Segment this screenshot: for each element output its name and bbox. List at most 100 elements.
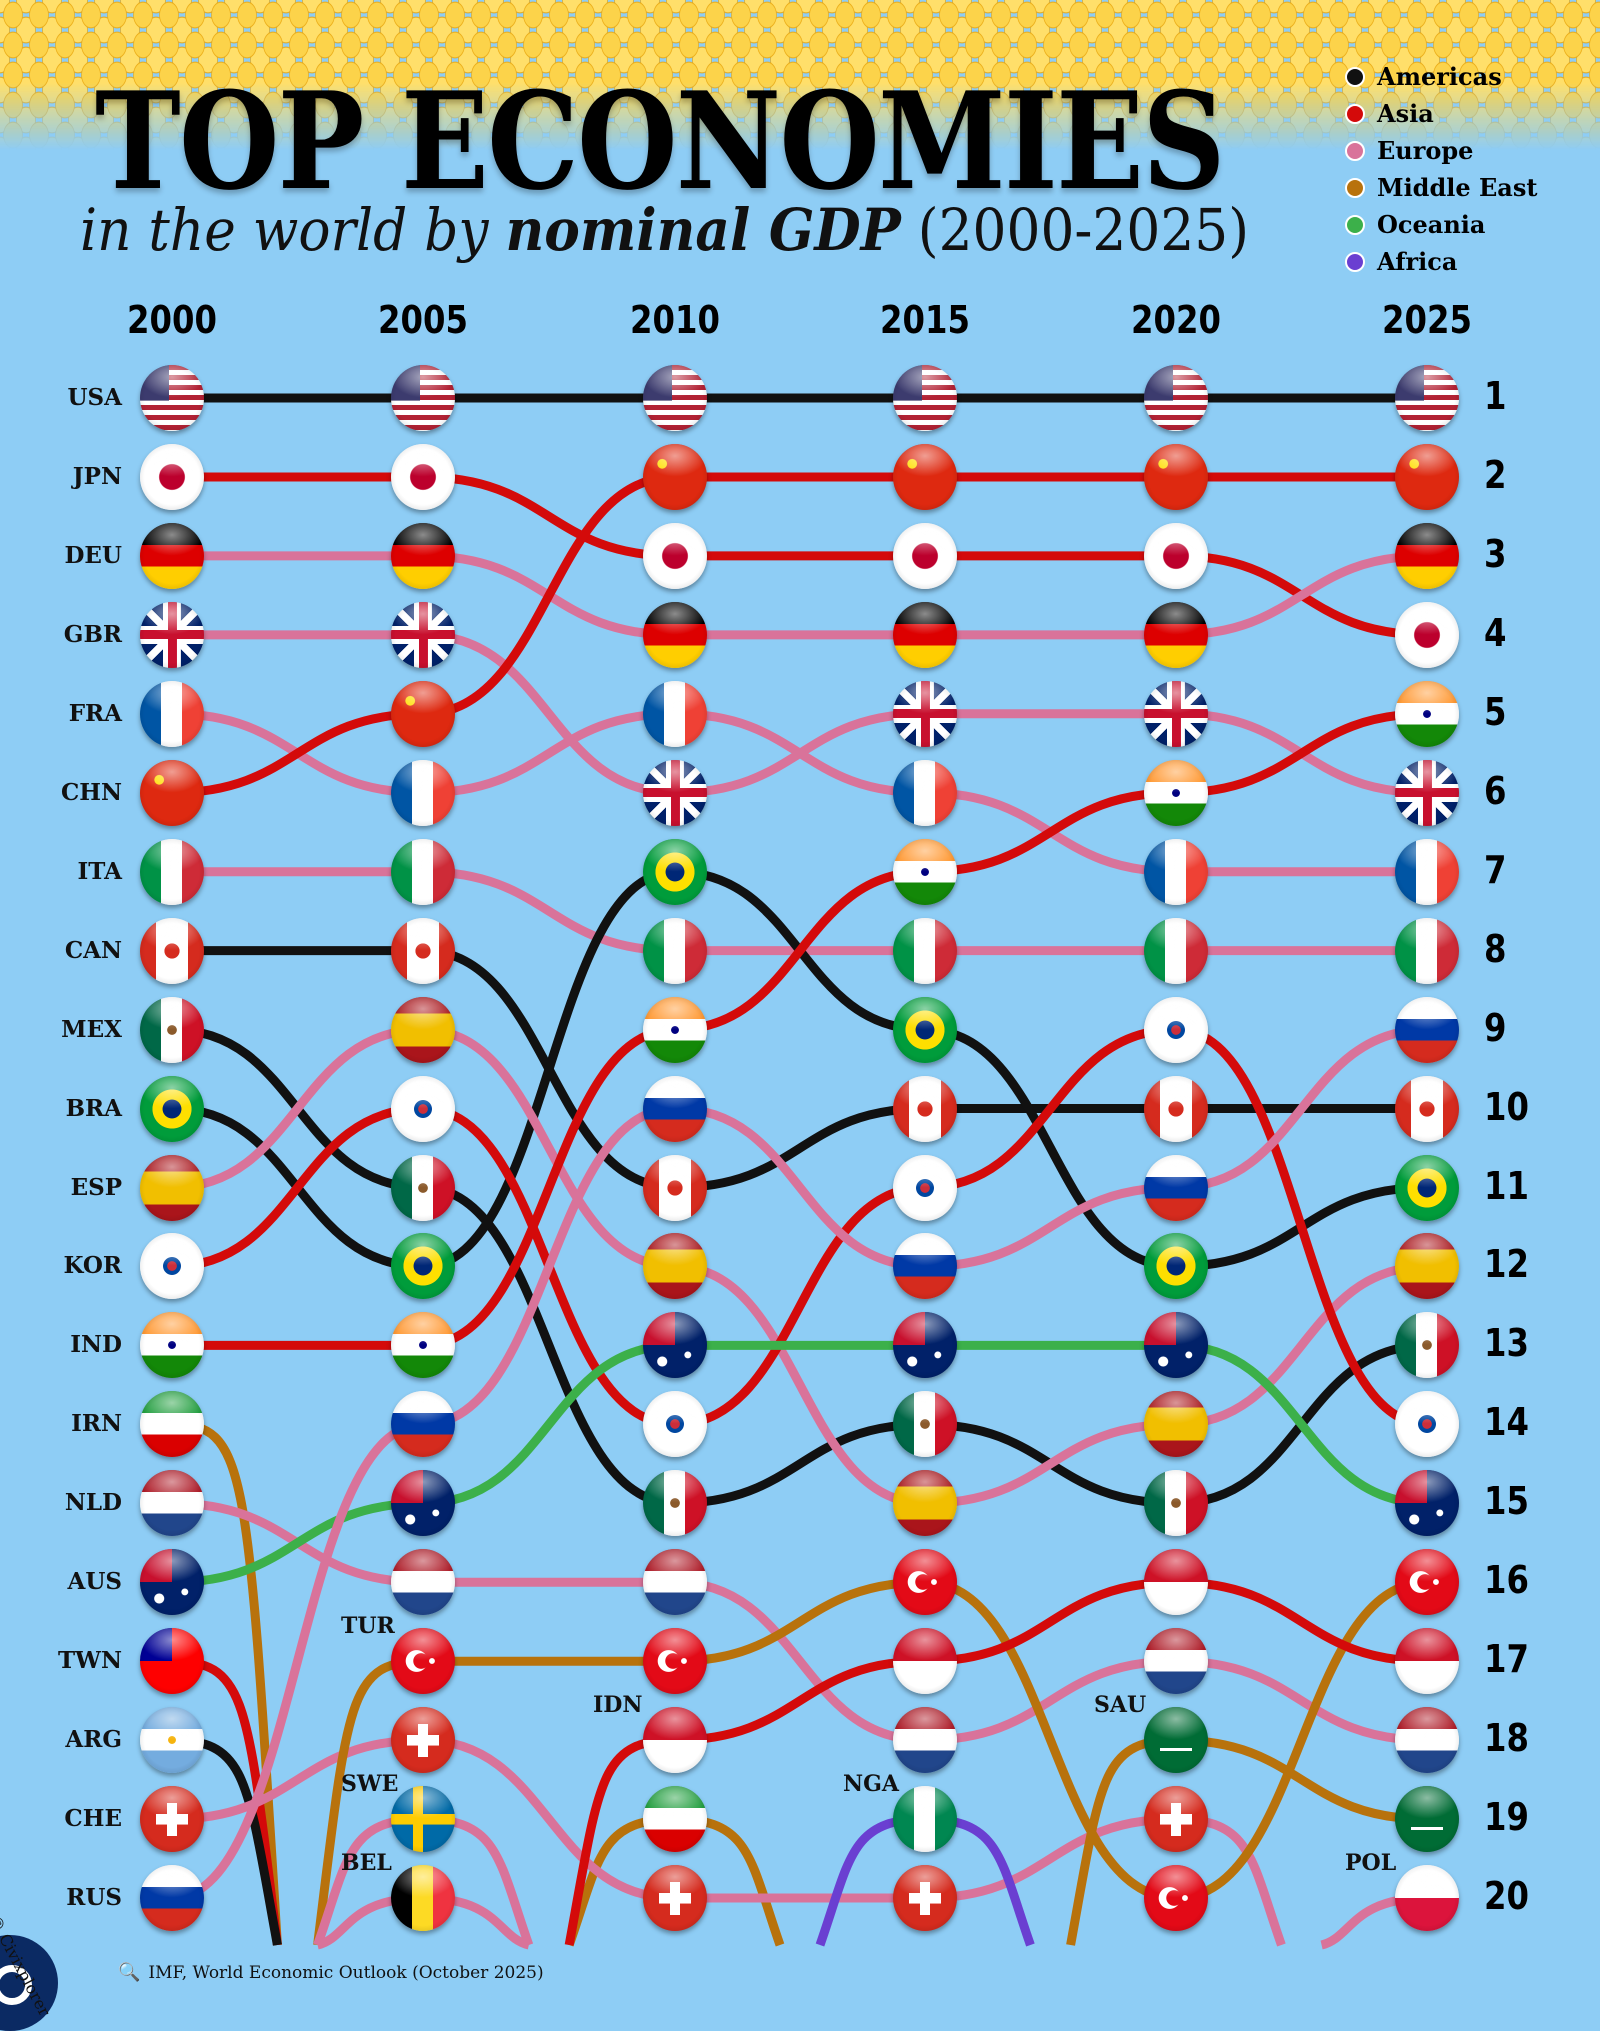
flag-bra-2010 <box>643 838 707 905</box>
country-label: MEX <box>61 1015 122 1043</box>
flag-che-2005 <box>391 1707 455 1774</box>
flag-jpn-2025 <box>1395 601 1459 668</box>
flag-can-2000 <box>140 917 204 984</box>
flag-mex-2015 <box>893 1391 957 1458</box>
flag-nld-2025 <box>1395 1707 1459 1774</box>
flag-tur-2020 <box>1144 1865 1208 1932</box>
line-kor-2020-2025 <box>1175 1025 1428 1429</box>
flag-bra-2000 <box>140 1075 204 1142</box>
flag-jpn-2000 <box>140 443 204 510</box>
flag-twn-2000 <box>140 1628 204 1695</box>
rank-label: 8 <box>1484 926 1507 971</box>
legend-dot <box>1345 103 1365 124</box>
flag-chn-2000 <box>140 759 204 826</box>
flag-kor-2015 <box>893 1154 957 1221</box>
country-label: USA <box>67 384 122 411</box>
rank-label: 15 <box>1484 1479 1529 1524</box>
flag-jpn-2010 <box>643 522 707 589</box>
line-aus-2020-2025 <box>1175 1340 1428 1508</box>
rank-label: 18 <box>1484 1716 1529 1761</box>
flag-tur-2015 <box>893 1549 957 1616</box>
rank-label: 1 <box>1484 374 1507 418</box>
legend-label: Africa <box>1377 247 1458 276</box>
country-label: GBR <box>63 620 122 648</box>
flag-che-2000 <box>140 1786 204 1853</box>
flag-rus-2015 <box>893 1233 957 1300</box>
flag-deu-2005 <box>391 522 455 589</box>
rank-label: 17 <box>1484 1637 1529 1682</box>
flag-can-2005 <box>391 917 455 984</box>
line-kor-2010-2015 <box>674 1183 926 1429</box>
flag-idn-2010 <box>643 1707 707 1774</box>
rank-label: 16 <box>1484 1558 1529 1603</box>
flag-tur-2005 <box>391 1628 455 1695</box>
country-entry-label: IDN <box>593 1692 643 1719</box>
line-rus-2020-2025 <box>1175 1025 1428 1192</box>
legend-item-europe: Europe <box>1345 132 1537 169</box>
line-mex-2005-2010 <box>422 1183 676 1508</box>
line-esp-2005-2010 <box>422 1025 676 1271</box>
flag-kor-2020 <box>1144 996 1208 1063</box>
line-ind-2005-2010 <box>422 1025 676 1350</box>
flag-nld-2020 <box>1144 1628 1208 1695</box>
line-nld-2020-2025 <box>1175 1656 1428 1745</box>
flag-idn-2015 <box>893 1628 957 1695</box>
year-label-2000: 2000 <box>127 298 217 342</box>
line-ind-2020-2025 <box>1175 709 1428 798</box>
rank-label: 19 <box>1484 1795 1529 1840</box>
flag-gbr-2010 <box>643 759 707 826</box>
flag-fra-2010 <box>643 680 707 747</box>
legend-item-americas: Americas <box>1345 58 1537 95</box>
line-rus-2010-2015 <box>674 1104 926 1271</box>
flag-can-2020 <box>1144 1075 1208 1142</box>
gold-coins-decoration <box>0 0 1600 150</box>
flag-jpn-2005 <box>391 443 455 510</box>
line-deu-2020-2025 <box>1175 551 1428 640</box>
flag-ind-2000 <box>140 1312 204 1379</box>
year-label-2020: 2020 <box>1131 298 1221 342</box>
flag-esp-2020 <box>1144 1391 1208 1458</box>
rank-label: 6 <box>1484 768 1507 813</box>
country-label: CAN <box>64 936 122 964</box>
country-entry-label: POL <box>1345 1850 1397 1877</box>
country-label: AUS <box>67 1568 122 1596</box>
magnifier-icon: 🔍 <box>118 1962 141 1983</box>
flag-sau-2020 <box>1144 1707 1208 1774</box>
country-label: NLD <box>64 1489 122 1517</box>
line-che-2005-2010 <box>422 1735 676 1903</box>
line-can-2010-2015 <box>674 1104 926 1192</box>
country-label: CHN <box>60 778 122 806</box>
flag-deu-2010 <box>643 601 707 668</box>
flag-nld-2015 <box>893 1707 957 1774</box>
line-tur-2015-2020 <box>924 1577 1177 1903</box>
country-entry-label: TUR <box>341 1613 395 1640</box>
flag-arg-2000 <box>140 1707 204 1774</box>
flag-nld-2000 <box>140 1470 204 1537</box>
line-rus-2015-2020 <box>924 1183 1177 1271</box>
country-label: FRA <box>68 699 122 727</box>
source-text: IMF, World Economic Outlook (October 202… <box>148 1962 544 1983</box>
flag-esp-2010 <box>643 1233 707 1300</box>
year-label-2015: 2015 <box>880 298 970 342</box>
flag-mex-2020 <box>1144 1470 1208 1537</box>
flag-ita-2000 <box>140 838 204 905</box>
flag-rus-2010 <box>643 1075 707 1142</box>
country-label: KOR <box>63 1252 122 1280</box>
flag-rus-2000 <box>140 1865 204 1932</box>
country-label: IRN <box>71 1410 122 1438</box>
rank-label: 10 <box>1484 1084 1529 1129</box>
flag-kor-2000 <box>140 1233 204 1300</box>
flag-gbr-2025 <box>1395 759 1459 826</box>
flag-aus-2025 <box>1395 1470 1459 1537</box>
page-subtitle: in the world by nominal GDP (2000-2025) <box>80 196 1249 264</box>
flag-usa-2025 <box>1395 365 1459 431</box>
flag-ind-2005 <box>391 1312 455 1379</box>
country-entry-label: SAU <box>1094 1692 1147 1719</box>
flag-rus-2020 <box>1144 1154 1208 1221</box>
flag-sau-2025 <box>1395 1786 1459 1853</box>
flag-ita-2015 <box>893 917 957 984</box>
rank-label: 11 <box>1484 1163 1529 1208</box>
flag-gbr-2020 <box>1144 680 1208 747</box>
flag-ita-2010 <box>643 917 707 984</box>
flag-usa-2000 <box>140 365 204 431</box>
